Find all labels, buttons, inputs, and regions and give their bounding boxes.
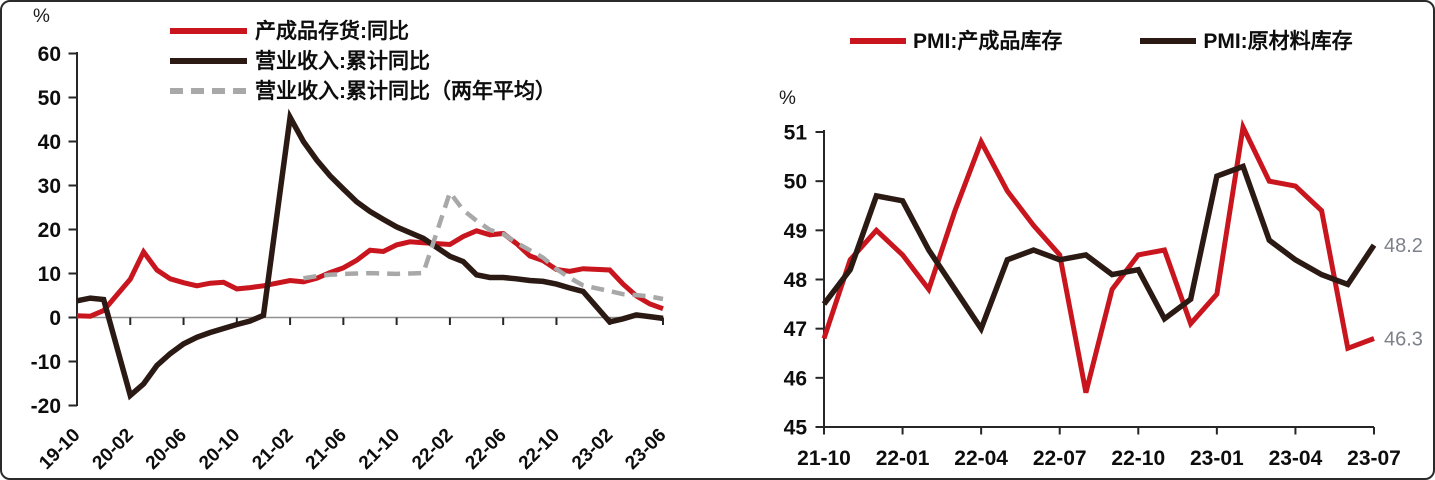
svg-text:21-10: 21-10	[355, 425, 404, 474]
svg-text:30: 30	[38, 175, 61, 198]
black-line-swatch-icon	[1140, 38, 1197, 44]
svg-text:-10: -10	[31, 351, 61, 374]
svg-text:21-10: 21-10	[797, 447, 851, 470]
svg-text:23-01: 23-01	[1190, 447, 1244, 470]
svg-text:51: 51	[784, 122, 808, 145]
svg-text:-20: -20	[31, 395, 61, 418]
legend-label: 营业收入:累计同比（两年平均）	[255, 79, 556, 103]
svg-text:20-10: 20-10	[195, 425, 244, 474]
svg-text:23-07: 23-07	[1347, 447, 1401, 470]
red-line-swatch-icon	[850, 38, 906, 44]
legend-item-operating-revenue: 营业收入:累计同比	[170, 46, 556, 76]
svg-text:23-04: 23-04	[1269, 447, 1323, 470]
svg-text:46: 46	[784, 367, 807, 390]
legend-item-pmi-raw-materials: PMI:原材料库存	[1140, 29, 1353, 53]
series-end-value-label: 46.3	[1384, 329, 1423, 351]
svg-text:23-06: 23-06	[621, 425, 670, 474]
svg-text:20-02: 20-02	[89, 425, 138, 474]
legend-label: PMI:原材料库存	[1203, 29, 1353, 53]
svg-text:22-06: 22-06	[461, 425, 510, 474]
right-y-axis-unit: %	[779, 88, 796, 109]
legend-label: 营业收入:累计同比	[255, 49, 430, 73]
svg-text:20-06: 20-06	[142, 425, 191, 474]
svg-text:22-01: 22-01	[876, 447, 930, 470]
legend-item-pmi-finished-goods: PMI:产成品库存	[850, 29, 1062, 53]
right-chart: 45 46 47 48 49 50 51 21-10 22-01 22-04 22-07 22-10 2…	[784, 118, 1423, 470]
svg-text:22-02: 22-02	[408, 425, 457, 474]
svg-text:10: 10	[38, 263, 61, 286]
svg-text:50: 50	[38, 87, 61, 110]
svg-text:21-06: 21-06	[302, 425, 351, 474]
left-y-axis-unit: %	[33, 6, 50, 27]
red-line-swatch-icon	[170, 28, 247, 34]
svg-text:19-10: 19-10	[35, 425, 84, 474]
svg-text:60: 60	[38, 43, 61, 66]
legend-item-operating-revenue-2yr-avg: 营业收入:累计同比（两年平均）	[170, 76, 556, 106]
svg-text:0: 0	[49, 307, 61, 330]
left-chart-legend: 产成品存货:同比 营业收入:累计同比 营业收入:累计同比（两年平均）	[170, 16, 556, 106]
svg-text:22-10: 22-10	[1111, 447, 1165, 470]
black-line-swatch-icon	[170, 58, 247, 64]
svg-text:21-02: 21-02	[248, 425, 297, 474]
legend-item-finished-goods-inventory: 产成品存货:同比	[170, 16, 556, 46]
svg-text:49: 49	[784, 220, 807, 243]
series-end-value-label: 48.2	[1384, 235, 1423, 257]
svg-text:23-02: 23-02	[568, 425, 617, 474]
svg-text:47: 47	[784, 318, 807, 341]
svg-text:22-04: 22-04	[954, 447, 1008, 470]
svg-text:45: 45	[784, 417, 808, 440]
svg-text:40: 40	[38, 131, 61, 154]
svg-text:22-10: 22-10	[515, 425, 564, 474]
legend-label: 产成品存货:同比	[255, 19, 409, 43]
right-chart-legend: PMI:产成品库存 PMI:原材料库存	[850, 29, 1353, 53]
svg-text:20: 20	[38, 219, 61, 242]
svg-text:48: 48	[784, 269, 808, 292]
svg-text:50: 50	[784, 171, 807, 194]
gray-dashed-line-swatch-icon	[170, 88, 247, 94]
legend-label: PMI:产成品库存	[913, 29, 1063, 53]
svg-text:22-07: 22-07	[1033, 447, 1087, 470]
